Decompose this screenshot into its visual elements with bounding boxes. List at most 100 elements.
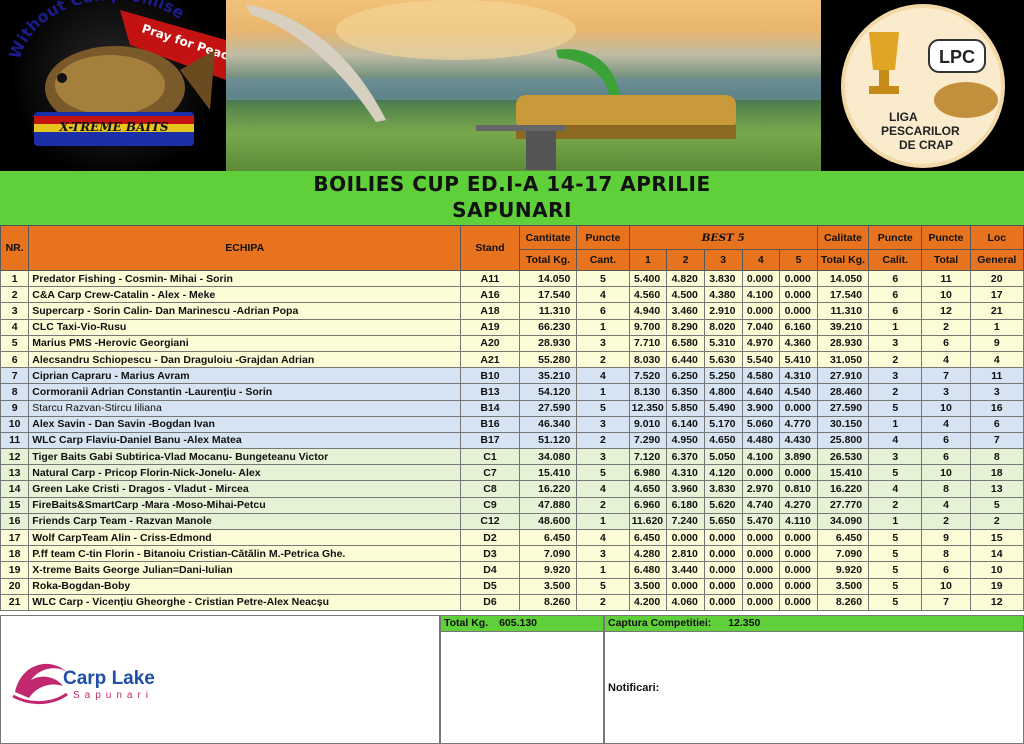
best-1: 7.290 — [628, 431, 668, 450]
general-place: 21 — [969, 302, 1024, 320]
header-row-1: NR. ECHIPA Stand Cantitate Puncte BEST 5… — [0, 225, 1024, 271]
header-quality-sub: Total Kg. — [816, 249, 870, 271]
best-1: 4.650 — [628, 480, 668, 498]
general-place: 7 — [969, 431, 1024, 450]
points-quantity: 3 — [576, 545, 630, 563]
quality-kg: 31.050 — [816, 350, 870, 369]
team-name: X-treme Baits George Julian=Dani-Iulian — [28, 561, 462, 579]
best-1: 6.960 — [628, 496, 668, 514]
points-quality: 5 — [868, 399, 923, 417]
best-1: 4.560 — [628, 286, 668, 304]
total-kg: 54.120 — [518, 383, 578, 401]
best-3: 4.650 — [703, 431, 743, 450]
total-kg: 46.340 — [518, 415, 578, 433]
best-3: 5.630 — [703, 350, 743, 369]
table-row: 18 P.ff team C-tin Florin - Bitanoiu Cris… — [0, 545, 1024, 563]
total-kg: 11.310 — [518, 302, 578, 320]
best-3: 5.050 — [703, 448, 743, 466]
best-4: 4.640 — [741, 383, 781, 401]
quality-kg: 26.530 — [816, 448, 870, 466]
points-quantity: 5 — [576, 464, 630, 482]
best-5: 0.000 — [779, 286, 818, 304]
best-5: 0.000 — [779, 561, 818, 579]
points-total: 11 — [921, 269, 971, 288]
stand: A19 — [460, 318, 520, 336]
header-pts-cant-sub: Cant. — [576, 249, 630, 271]
row-number: 3 — [0, 302, 30, 320]
best-2: 3.440 — [666, 561, 705, 579]
best-4: 4.970 — [741, 334, 781, 352]
total-kg: 51.120 — [518, 431, 578, 450]
header-qty-sub: Total Kg. — [518, 249, 578, 271]
points-quality: 5 — [868, 528, 923, 547]
general-place: 13 — [969, 480, 1024, 498]
best-2: 6.140 — [666, 415, 705, 433]
header-nr: NR. — [0, 225, 30, 271]
stand: C8 — [460, 480, 520, 498]
team-name: Wolf CarpTeam Alin - Criss-Edmond — [28, 528, 462, 547]
stand: B10 — [460, 367, 520, 385]
best-5: 0.000 — [779, 528, 818, 547]
best-2: 4.820 — [666, 269, 705, 288]
best-4: 4.100 — [741, 448, 781, 466]
general-place: 17 — [969, 286, 1024, 304]
best-5: 3.890 — [779, 448, 818, 466]
quality-kg: 14.050 — [816, 269, 870, 288]
best-3: 0.000 — [703, 528, 743, 547]
stand: C9 — [460, 496, 520, 514]
points-quality: 6 — [868, 302, 923, 320]
row-number: 10 — [0, 415, 30, 433]
best-1: 4.280 — [628, 545, 668, 563]
team-name: Supercarp - Sorin Calin- Dan Marinescu -… — [28, 302, 462, 320]
table-row: 12 Tiger Baits Gabi Subtirica-Vlad Mocanu… — [0, 448, 1024, 466]
points-total: 4 — [921, 415, 971, 433]
best-2: 6.440 — [666, 350, 705, 369]
table-row: 8 Cormoranii Adrian Constantin -Laurențiu… — [0, 383, 1024, 401]
best-2: 6.580 — [666, 334, 705, 352]
total-kg: 9.920 — [518, 561, 578, 579]
points-total: 6 — [921, 431, 971, 450]
points-total: 6 — [921, 448, 971, 466]
quality-kg: 8.260 — [816, 593, 870, 611]
points-total: 10 — [921, 286, 971, 304]
header-best-2: 2 — [666, 249, 705, 271]
total-kg: 6.450 — [518, 528, 578, 547]
best-5: 5.410 — [779, 350, 818, 369]
best-2: 0.000 — [666, 577, 705, 595]
points-quality: 5 — [868, 561, 923, 579]
best-5: 4.770 — [779, 415, 818, 433]
carp-lake-text: Carp Lake — [63, 668, 155, 689]
best-4: 0.000 — [741, 545, 781, 563]
header-quality: Calitate — [816, 225, 870, 250]
points-total: 3 — [921, 383, 971, 401]
points-quality: 6 — [868, 286, 923, 304]
header-best-1: 1 — [628, 249, 668, 271]
best-5: 4.430 — [779, 431, 818, 450]
table-row: 6 Alecsandru Schiopescu - Dan Draguloiu -… — [0, 350, 1024, 369]
general-place: 2 — [969, 512, 1024, 531]
best-2: 3.460 — [666, 302, 705, 320]
points-total: 8 — [921, 545, 971, 563]
table-row: 16 Friends Carp Team - Razvan Manole C12 48… — [0, 512, 1024, 531]
points-quality: 6 — [868, 269, 923, 288]
total-kg: 34.080 — [518, 448, 578, 466]
points-quantity: 5 — [576, 577, 630, 595]
best-4: 0.000 — [741, 302, 781, 320]
best-1: 7.710 — [628, 334, 668, 352]
total-kg: 7.090 — [518, 545, 578, 563]
carp-lake-logo: Carp Lake Sapunari — [12, 663, 155, 704]
points-total: 6 — [921, 561, 971, 579]
best-4: 5.470 — [741, 512, 781, 531]
row-number: 17 — [0, 528, 30, 547]
team-name: C&A Carp Crew-Catalin - Alex - Meke — [28, 286, 462, 304]
stand: A11 — [460, 269, 520, 288]
points-total: 9 — [921, 528, 971, 547]
best-3: 0.000 — [703, 561, 743, 579]
points-quality: 2 — [868, 496, 923, 514]
best-3: 5.620 — [703, 496, 743, 514]
team-name: Cormoranii Adrian Constantin -Laurențiu … — [28, 383, 462, 401]
best-4: 4.580 — [741, 367, 781, 385]
best-2: 4.950 — [666, 431, 705, 450]
quality-kg: 9.920 — [816, 561, 870, 579]
